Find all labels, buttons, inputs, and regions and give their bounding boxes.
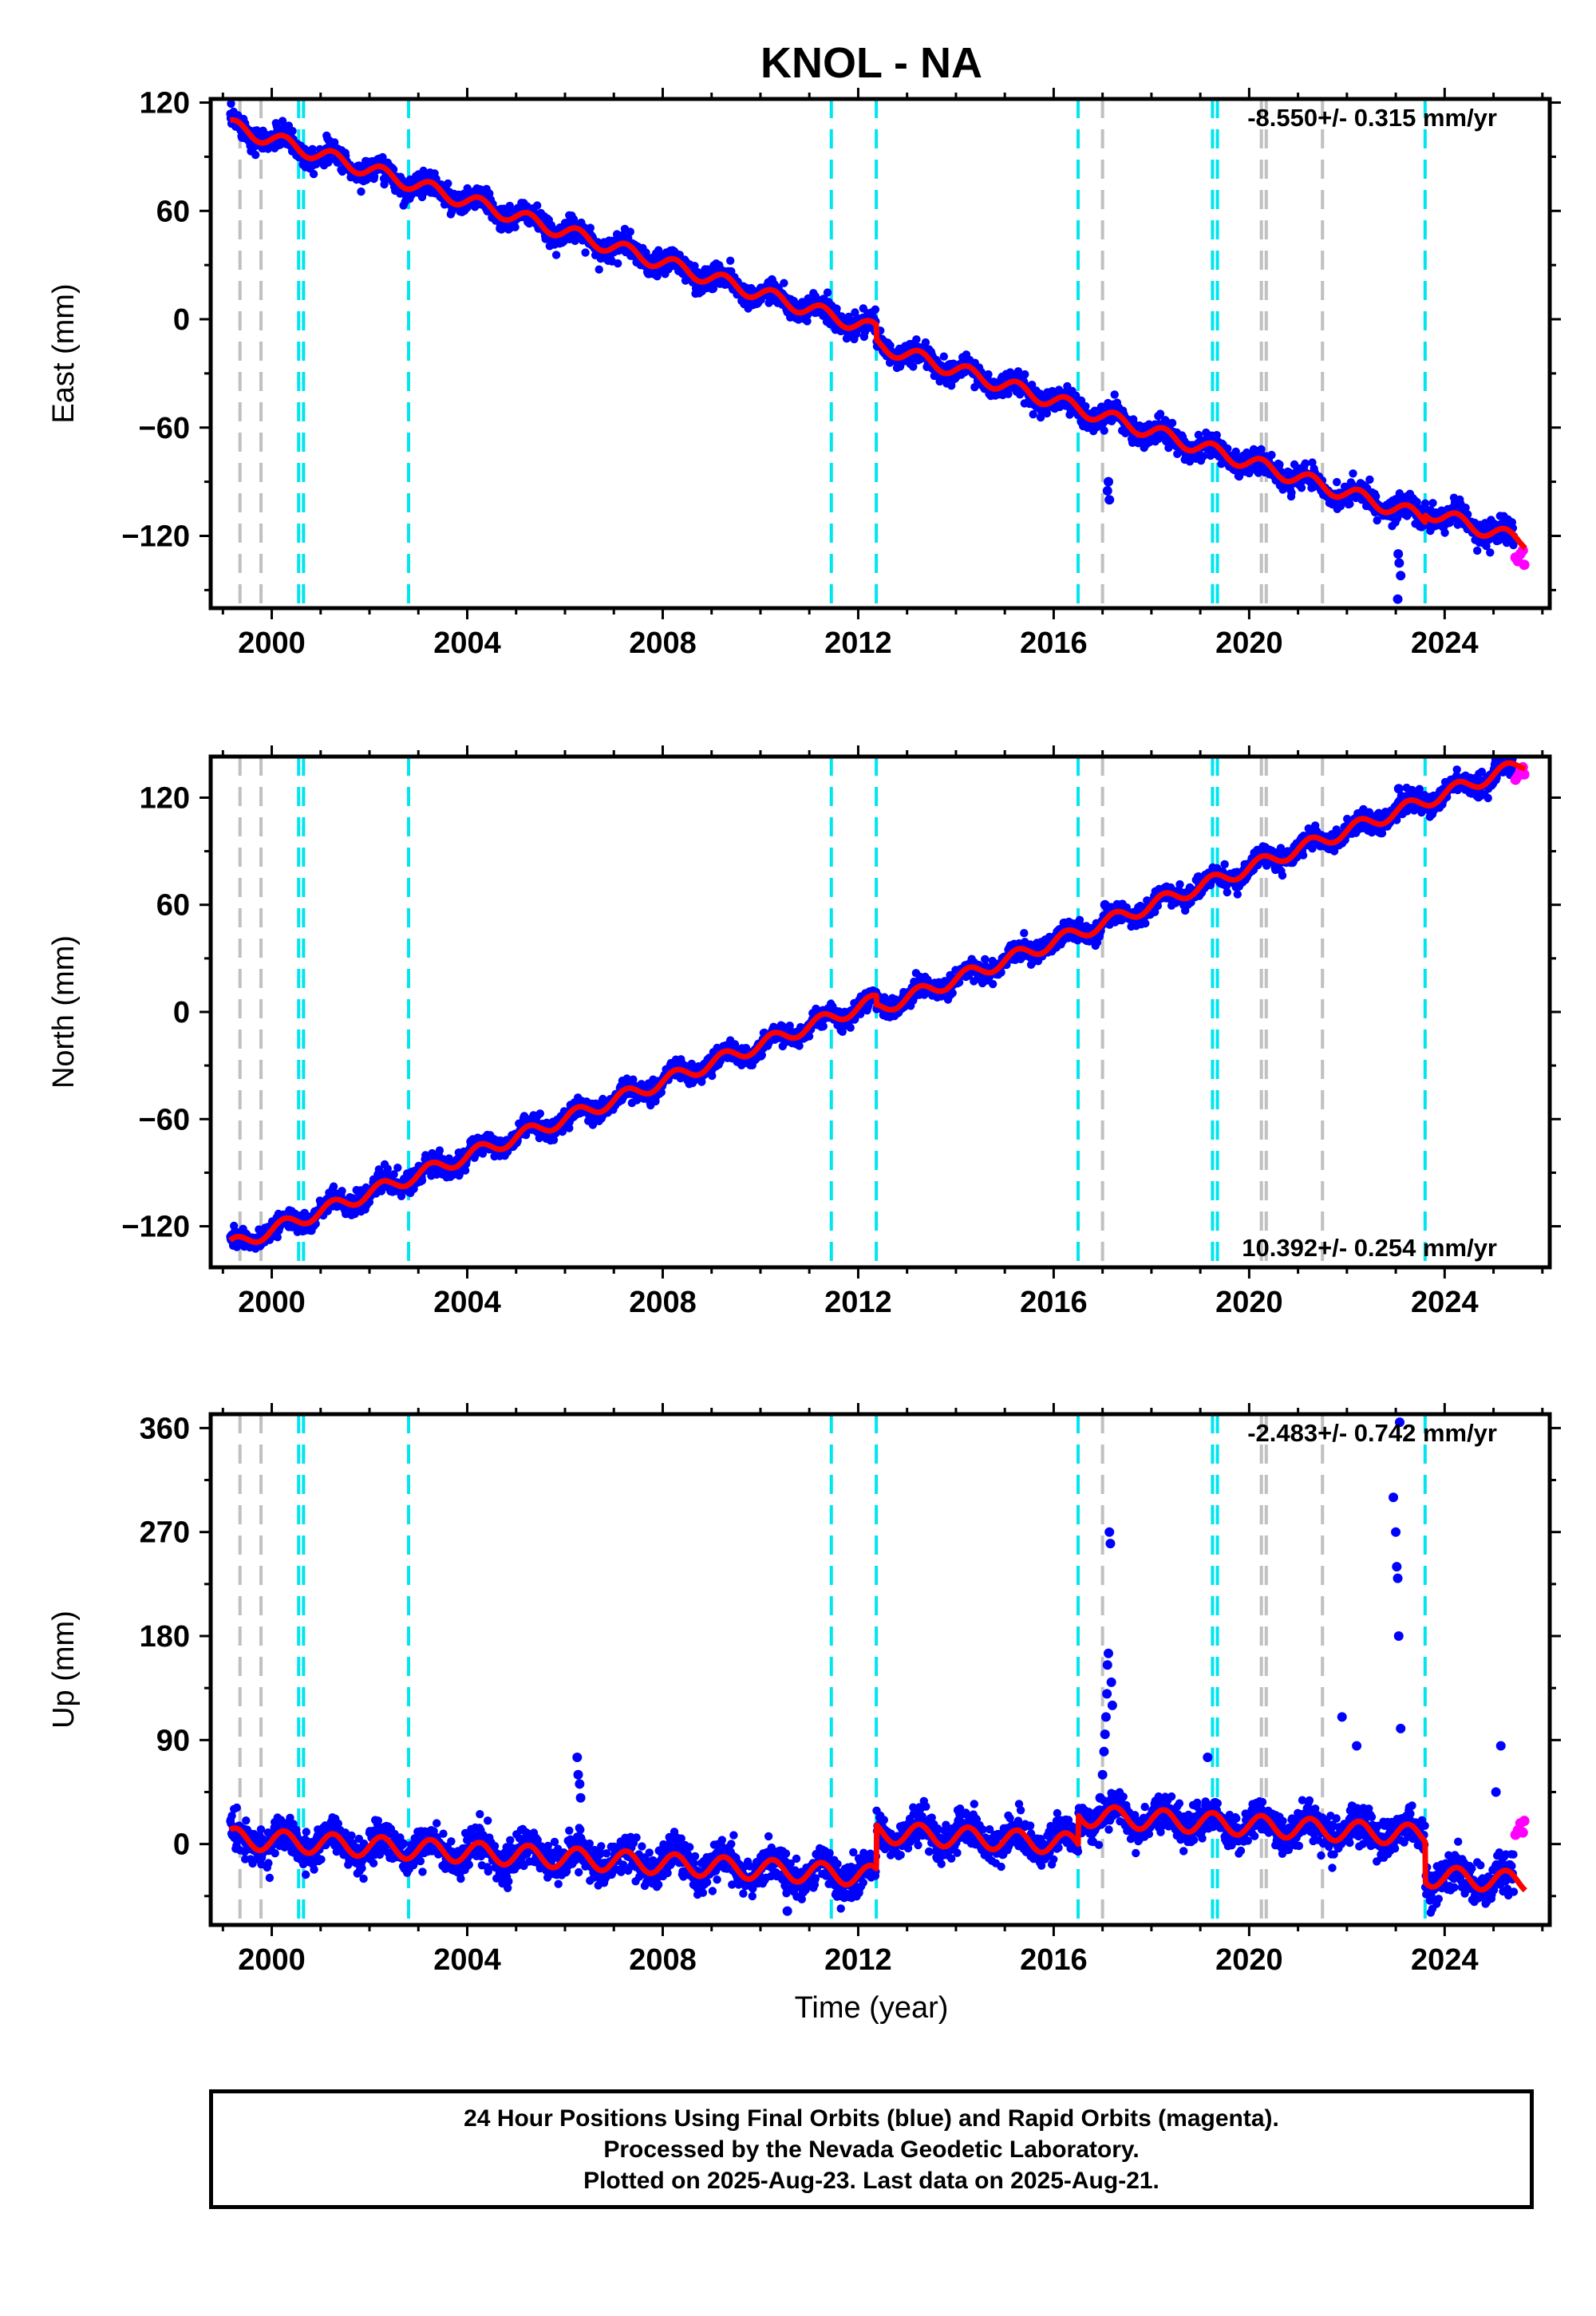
data-point xyxy=(690,262,699,271)
data-point xyxy=(1167,418,1177,428)
data-point xyxy=(1428,499,1437,508)
outlier-point xyxy=(1393,549,1404,559)
data-point xyxy=(654,246,663,255)
y-tick-label: 60 xyxy=(156,195,190,228)
data-point xyxy=(871,305,880,314)
outlier-point xyxy=(1392,512,1402,523)
data-point xyxy=(586,223,595,232)
data-point xyxy=(1275,460,1284,469)
outlier-point xyxy=(1393,594,1403,604)
data-point xyxy=(1473,546,1482,555)
data-point xyxy=(832,304,841,313)
data-point xyxy=(251,150,260,160)
data-point xyxy=(227,99,235,109)
y-tick-label: −120 xyxy=(121,520,190,554)
data-point xyxy=(823,288,832,297)
data-point xyxy=(551,251,561,259)
data-point xyxy=(1297,484,1306,492)
panel-north: 2000 2004 2008 2012 2016 2020 2024−120−6006012… xyxy=(47,745,1561,1319)
data-point xyxy=(1486,548,1495,557)
data-point xyxy=(1440,528,1449,537)
x-tick-label: 2000 xyxy=(238,626,306,660)
data-point xyxy=(1333,477,1341,487)
data-point xyxy=(533,201,542,210)
data-point xyxy=(1021,370,1029,379)
data-point xyxy=(383,1164,392,1173)
data-point xyxy=(309,169,318,179)
data-point xyxy=(338,1187,346,1196)
data-point xyxy=(1267,450,1276,460)
y-axis-label: East (mm) xyxy=(47,283,81,423)
y-tick-label: 120 xyxy=(140,87,190,121)
data-point xyxy=(369,172,379,181)
rate-annotation: -8.550+/- 0.315 mm/yr xyxy=(1247,104,1497,132)
data-point xyxy=(1365,475,1374,484)
data-point xyxy=(1100,426,1108,435)
data-point xyxy=(308,144,317,153)
data-point xyxy=(595,265,603,274)
x-tick-label: 2024 xyxy=(1411,626,1479,660)
data-point xyxy=(1110,390,1119,399)
panel-east: 2000 2004 2008 2012 2016 2020 2024 −120 −60 0 60 12… xyxy=(47,87,1561,660)
x-tick-label: 2016 xyxy=(1020,626,1088,660)
figure-title: KNOL - NA xyxy=(760,39,982,87)
data-point xyxy=(1301,459,1310,468)
data-point xyxy=(626,227,634,236)
data-point xyxy=(780,279,788,287)
data-point xyxy=(1081,401,1090,411)
outlier-point xyxy=(1103,476,1113,487)
data-point xyxy=(357,187,365,196)
data-point xyxy=(288,127,297,136)
data-point xyxy=(614,259,622,268)
y-tick-label: 0 xyxy=(173,303,190,337)
data-point xyxy=(393,1164,402,1172)
data-point xyxy=(984,370,993,379)
model-line xyxy=(227,117,1528,551)
x-tick-label: 2008 xyxy=(629,626,697,660)
final-orbit-points xyxy=(226,757,1519,1253)
outlier-point xyxy=(1396,571,1406,581)
x-tick-label: 2020 xyxy=(1215,626,1283,660)
data-point xyxy=(912,335,921,344)
data-point xyxy=(1287,488,1296,497)
data-point xyxy=(435,1146,444,1155)
outlier-point xyxy=(1394,558,1404,568)
x-tick-label: 2004 xyxy=(433,626,501,660)
data-point xyxy=(581,248,590,257)
data-point xyxy=(939,352,949,361)
data-point xyxy=(511,223,519,231)
x-tick-label: 2012 xyxy=(824,626,892,660)
data-point xyxy=(846,1023,855,1032)
outlier-point xyxy=(1391,495,1401,505)
data-point xyxy=(535,1109,544,1118)
outlier-point xyxy=(1102,485,1112,496)
y-tick-label: −60 xyxy=(139,412,190,445)
data-point xyxy=(1029,410,1037,419)
data-point xyxy=(726,256,735,265)
rapid-point xyxy=(1519,559,1530,571)
data-point xyxy=(1349,469,1357,478)
outlier-point xyxy=(1104,495,1115,505)
data-point xyxy=(444,179,452,188)
data-point xyxy=(419,166,428,176)
final-orbit-points xyxy=(226,99,1519,604)
data-point xyxy=(330,138,339,147)
data-point xyxy=(1345,500,1354,508)
data-point xyxy=(252,126,261,135)
